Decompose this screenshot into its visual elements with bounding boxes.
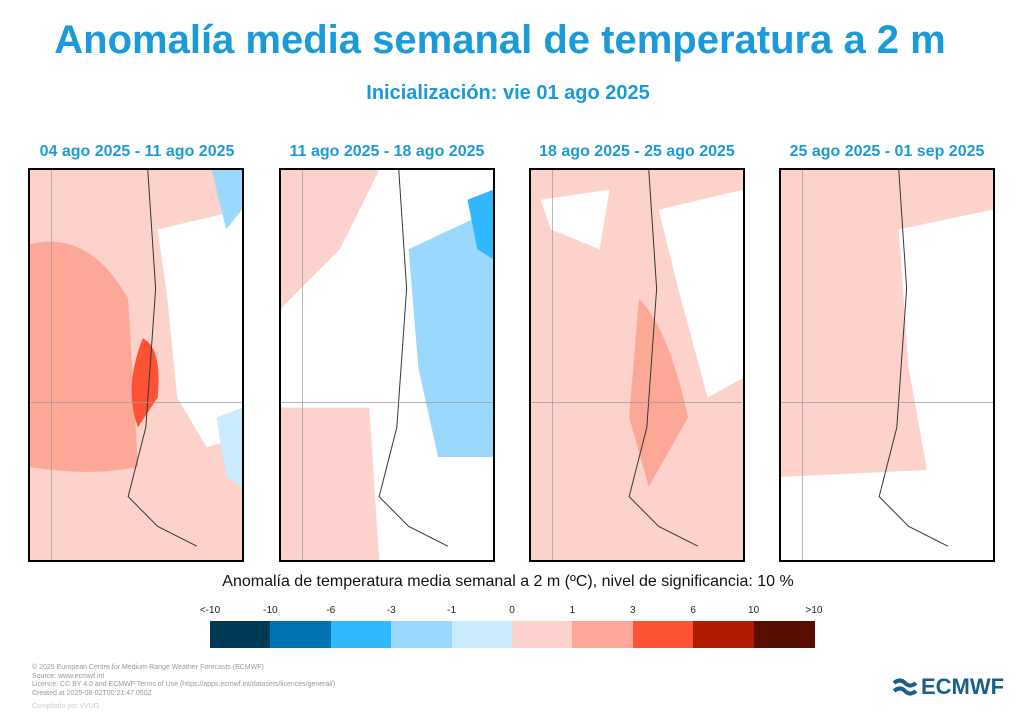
legend-label: -3 <box>386 605 396 616</box>
map-week4 <box>779 168 995 562</box>
legend-label: -10 <box>263 605 278 616</box>
legend-swatch <box>572 621 634 648</box>
legend-title: Anomalía de temperatura media semanal a … <box>222 573 794 590</box>
legend-label: 6 <box>690 605 696 616</box>
legend-swatch <box>451 621 513 648</box>
panel-title-week4: 25 ago 2025 - 01 sep 2025 <box>789 143 985 160</box>
legend-label: 0 <box>509 605 515 616</box>
legend-swatch <box>330 621 392 648</box>
legend-label: 1 <box>569 605 576 616</box>
legend-swatch <box>270 621 332 648</box>
panel-title-week3: 18 ago 2025 - 25 ago 2025 <box>539 143 735 160</box>
legend-swatch <box>693 621 755 648</box>
legend-label: 10 <box>748 605 760 616</box>
legend-swatch <box>753 621 815 648</box>
ecmwf-logo-icon <box>892 678 918 696</box>
legend-label: >10 <box>805 605 823 616</box>
footer-line: © 2025 European Centre for Medium-Range … <box>32 664 264 671</box>
map-week1 <box>28 168 244 562</box>
compiled-by: Compilado por VVUG <box>32 703 100 710</box>
map-week2 <box>279 168 495 562</box>
legend-swatch <box>632 621 694 648</box>
copyright-footer: © 2025 European Centre for Medium-Range … <box>32 664 335 698</box>
panel-title-week1: 04 ago 2025 - 11 ago 2025 <box>39 143 235 160</box>
legend-label: <-10 <box>199 605 221 616</box>
legend-swatch <box>210 621 271 648</box>
initialization-date: Inicialización: vie 01 ago 2025 <box>366 82 650 104</box>
legend-label: -6 <box>326 605 336 616</box>
legend-swatch <box>512 621 573 648</box>
footer-line: Source: www.ecmwf.int <box>32 672 105 680</box>
legend-label: 3 <box>630 605 636 616</box>
ecmwf-logo: ECMWF <box>892 674 1004 700</box>
legend-swatch <box>391 621 453 648</box>
footer-line: Created at 2025-08-02T00:21:47.050Z <box>32 689 152 697</box>
panel-title-week2: 11 ago 2025 - 18 ago 2025 <box>289 143 485 160</box>
logo-text: ECMWF <box>921 674 1005 699</box>
legend-label: -1 <box>447 605 457 616</box>
footer-line: Licence: CC BY 4.0 and ECMWF Terms of Us… <box>32 681 336 688</box>
map-week3 <box>529 168 745 562</box>
page-title: Anomalía media semanal de temperatura a … <box>54 18 946 62</box>
